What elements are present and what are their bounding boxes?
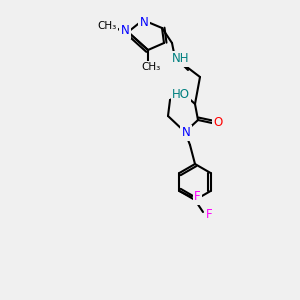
Text: F: F [194,190,201,203]
Text: O: O [213,116,223,130]
Text: N: N [140,16,148,29]
Text: F: F [206,208,212,220]
Text: N: N [121,25,129,38]
Text: CH₃: CH₃ [98,21,117,31]
Text: N: N [182,127,190,140]
Text: NH: NH [172,52,190,65]
Text: HO: HO [172,88,190,100]
Text: CH₃: CH₃ [141,62,160,72]
